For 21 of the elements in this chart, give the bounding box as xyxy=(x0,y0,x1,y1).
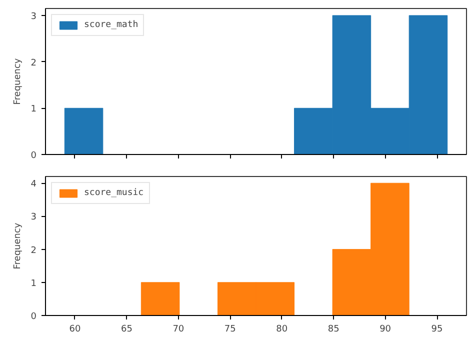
y-tick-label: 1 xyxy=(30,104,37,115)
y-tick-label: 2 xyxy=(30,58,37,68)
y-tick-label: 2 xyxy=(30,246,37,256)
x-tick-label: 60 xyxy=(69,324,81,334)
y-tick-label: 0 xyxy=(30,151,37,161)
y-axis-title: Frequency xyxy=(12,222,23,270)
x-tick-label: 90 xyxy=(380,324,392,334)
legend-label: score_math xyxy=(84,20,138,30)
x-tick-label: 95 xyxy=(431,324,443,334)
y-tick-label: 4 xyxy=(30,180,37,190)
y-tick-label: 3 xyxy=(30,212,37,223)
x-tick-label: 65 xyxy=(120,324,132,334)
y-tick-label: 0 xyxy=(30,312,37,322)
y-tick-label: 1 xyxy=(30,278,37,289)
x-tick-label: 75 xyxy=(224,324,236,334)
x-tick-label: 80 xyxy=(276,324,288,334)
x-tick-label: 70 xyxy=(172,324,184,334)
y-tick-label: 3 xyxy=(30,12,37,22)
y-axis-title: Frequency xyxy=(12,58,23,105)
x-tick-label: 85 xyxy=(328,324,340,334)
legend-label: score_music xyxy=(84,188,144,198)
